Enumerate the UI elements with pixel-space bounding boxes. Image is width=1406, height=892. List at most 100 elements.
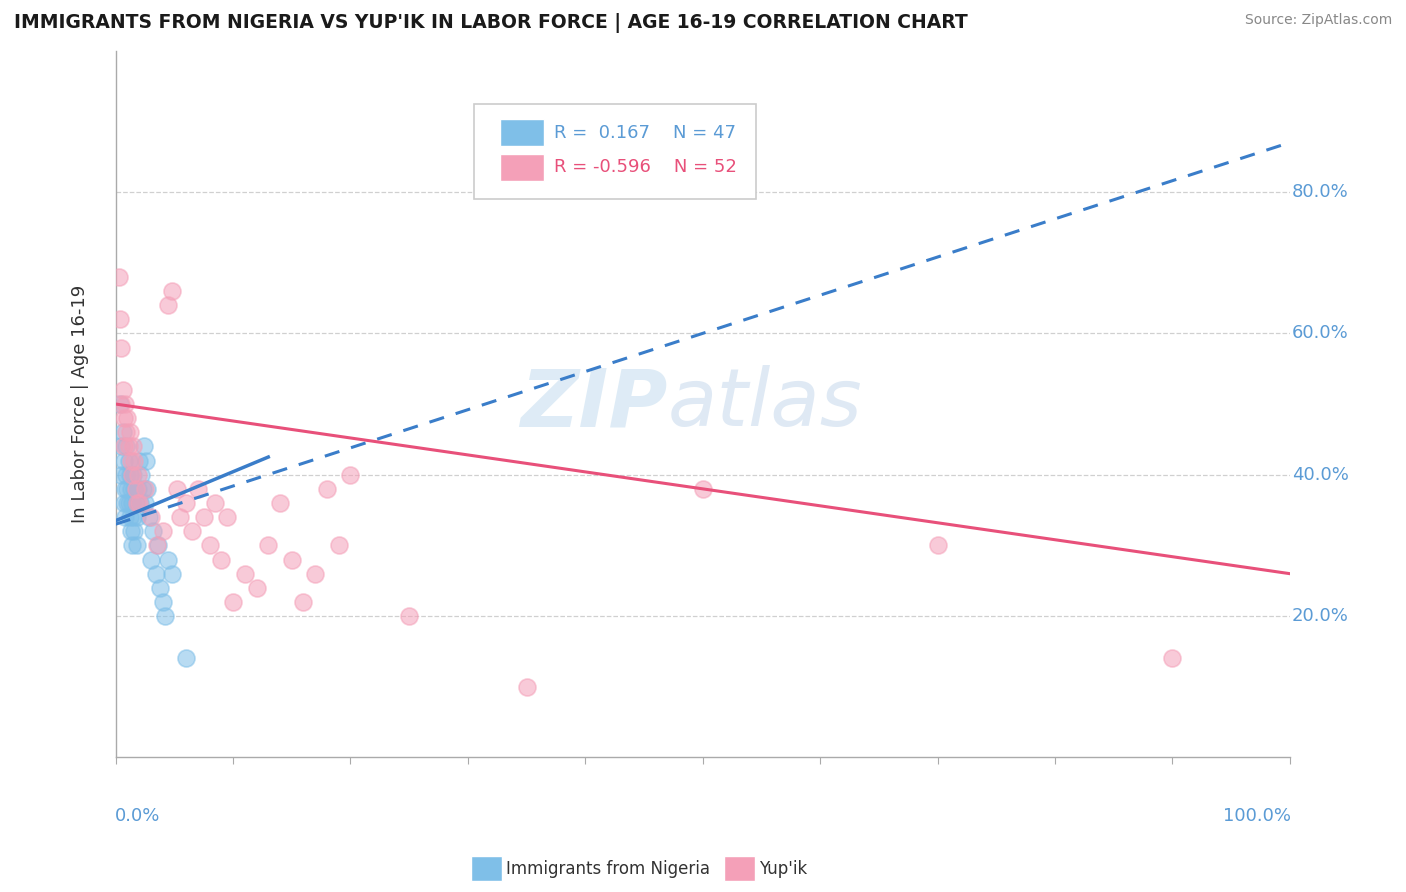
Point	[118, 425, 141, 440]
Point	[110, 341, 132, 355]
Text: Immigrants from Nigeria: Immigrants from Nigeria	[506, 860, 710, 878]
Point	[339, 467, 361, 482]
Text: R =  0.167    N = 47: R = 0.167 N = 47	[554, 124, 735, 142]
Point	[245, 581, 267, 595]
Point	[108, 269, 131, 284]
Point	[142, 524, 165, 539]
Point	[120, 482, 142, 496]
Point	[127, 467, 149, 482]
Point	[124, 482, 146, 496]
Point	[131, 482, 153, 496]
Point	[120, 524, 142, 539]
Point	[125, 510, 148, 524]
Point	[139, 510, 162, 524]
Point	[110, 467, 132, 482]
Point	[111, 383, 134, 397]
Point	[136, 482, 159, 496]
Point	[398, 609, 420, 624]
Point	[124, 496, 146, 510]
Text: 80.0%: 80.0%	[1292, 183, 1348, 201]
Point	[153, 609, 176, 624]
Point	[217, 510, 239, 524]
Point	[198, 538, 221, 552]
Point	[316, 482, 339, 496]
Point	[281, 552, 304, 566]
FancyBboxPatch shape	[499, 120, 544, 146]
Point	[111, 425, 134, 440]
Point	[117, 453, 139, 467]
Point	[169, 510, 191, 524]
FancyBboxPatch shape	[499, 153, 544, 181]
Point	[127, 482, 149, 496]
Point	[132, 439, 155, 453]
Point	[115, 467, 138, 482]
Point	[1161, 651, 1184, 665]
Text: 20.0%: 20.0%	[1292, 607, 1348, 625]
Point	[516, 680, 538, 694]
Text: 100.0%: 100.0%	[1223, 807, 1291, 825]
Point	[292, 595, 315, 609]
Point	[692, 482, 714, 496]
Point	[124, 524, 146, 539]
Point	[269, 496, 291, 510]
Point	[152, 524, 174, 539]
Point	[117, 411, 139, 425]
Point	[122, 467, 145, 482]
Point	[115, 425, 138, 440]
Point	[304, 566, 326, 581]
Point	[112, 439, 135, 453]
Point	[174, 496, 197, 510]
Point	[145, 538, 167, 552]
Point	[257, 538, 280, 552]
Text: Yup'ik: Yup'ik	[759, 860, 807, 878]
Point	[121, 538, 143, 552]
Point	[233, 566, 256, 581]
Point	[129, 496, 152, 510]
Point	[124, 453, 146, 467]
Point	[112, 453, 135, 467]
Point	[128, 453, 150, 467]
Point	[209, 552, 232, 566]
Point	[122, 510, 145, 524]
Point	[125, 538, 148, 552]
Point	[121, 467, 143, 482]
Y-axis label: In Labor Force | Age 16-19: In Labor Force | Age 16-19	[72, 285, 89, 524]
Point	[149, 581, 172, 595]
Point	[160, 566, 183, 581]
Point	[181, 524, 204, 539]
Point	[193, 510, 215, 524]
Point	[131, 467, 153, 482]
Text: atlas: atlas	[668, 365, 862, 443]
Point	[112, 411, 135, 425]
Point	[166, 482, 188, 496]
Point	[174, 651, 197, 665]
Text: Source: ZipAtlas.com: Source: ZipAtlas.com	[1244, 13, 1392, 28]
Text: 40.0%: 40.0%	[1292, 466, 1348, 483]
Point	[187, 482, 209, 496]
Point	[114, 482, 136, 496]
Point	[927, 538, 949, 552]
Point	[110, 439, 132, 453]
Point	[110, 397, 132, 411]
Point	[112, 496, 135, 510]
Point	[146, 538, 169, 552]
Text: 0.0%: 0.0%	[114, 807, 160, 825]
Point	[110, 397, 132, 411]
Point	[157, 298, 180, 312]
Point	[128, 496, 150, 510]
Point	[125, 496, 148, 510]
Text: ZIP: ZIP	[520, 365, 668, 443]
Text: R = -0.596    N = 52: R = -0.596 N = 52	[554, 158, 737, 177]
FancyBboxPatch shape	[474, 103, 755, 199]
Point	[152, 595, 174, 609]
Point	[114, 510, 136, 524]
Point	[134, 482, 156, 496]
Point	[118, 510, 141, 524]
Point	[117, 496, 139, 510]
Point	[160, 284, 183, 298]
Text: 60.0%: 60.0%	[1292, 325, 1348, 343]
Point	[117, 482, 139, 496]
Point	[157, 552, 180, 566]
Point	[145, 566, 167, 581]
Point	[222, 595, 245, 609]
